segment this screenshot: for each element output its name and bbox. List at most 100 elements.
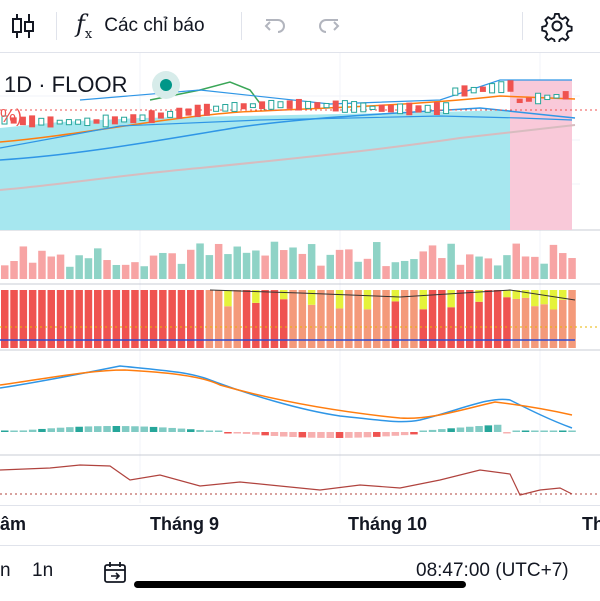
oscillator-bar [214, 290, 223, 348]
volume-bar [205, 255, 214, 279]
volume-bar [28, 262, 37, 279]
oscillator-bar-top [252, 290, 260, 303]
volume-bar [131, 262, 139, 279]
oscillator-bar [363, 309, 372, 348]
oscillator-bar [289, 290, 297, 348]
oscillator-bar [354, 290, 362, 348]
macd-histogram-bar [326, 432, 334, 438]
macd-histogram-bar [196, 429, 204, 432]
macd-histogram-bar [1, 430, 9, 432]
macd-histogram-bar [168, 427, 176, 432]
home-indicator [134, 581, 466, 588]
candle [185, 108, 192, 116]
macd-histogram-bar [121, 426, 130, 432]
candle [1, 115, 8, 125]
macd-histogram-bar [10, 430, 18, 432]
volume-bar [466, 254, 474, 279]
oscillator-bar-top [280, 290, 288, 300]
volume-bar [484, 258, 493, 279]
oscillator-bar [540, 304, 548, 348]
oscillator-bar-top [503, 290, 511, 298]
macd-histogram-bar [205, 430, 214, 432]
volume-bar [373, 242, 381, 279]
macd-histogram-bar [419, 430, 427, 432]
toolbar-divider [56, 12, 57, 40]
volume-bar [38, 250, 46, 279]
clock-timezone[interactable]: 08:47:00 (UTC+7) [416, 560, 569, 581]
candle [65, 119, 72, 126]
volume-bar [242, 252, 251, 279]
chart-type-button[interactable] [8, 0, 38, 52]
candle [424, 104, 431, 113]
candle [461, 85, 468, 97]
macd-histogram-bar [466, 426, 474, 432]
candle [56, 119, 63, 125]
candle [93, 119, 100, 124]
candle [29, 115, 36, 128]
oscillator-bar [140, 290, 148, 348]
candle [498, 81, 505, 94]
symbol-title[interactable]: 1D · FLOOR [4, 72, 128, 97]
macd-histogram-bar [149, 426, 158, 432]
candle [406, 102, 413, 116]
redo-icon [319, 19, 340, 33]
macd-histogram-bar [103, 426, 111, 432]
oscillator-bar-top [363, 290, 372, 310]
oscillator-bar [242, 290, 251, 348]
volume-bar [140, 266, 148, 279]
candle [314, 102, 321, 109]
oscillator-bar [373, 290, 381, 348]
volume-bar [84, 258, 93, 279]
date-range-button[interactable] [102, 560, 128, 591]
volume-bar [568, 258, 576, 279]
oscillator-bar [559, 299, 567, 348]
volume-bar [540, 263, 548, 279]
macd-histogram-bar [47, 428, 55, 432]
oscillator-bar [419, 309, 427, 348]
oscillator-bar-top [419, 290, 427, 310]
redo-button[interactable] [316, 0, 342, 52]
candle [19, 116, 26, 126]
settings-button[interactable] [541, 0, 573, 52]
macd-histogram-bar [391, 432, 400, 436]
macd-histogram-bar [447, 428, 455, 432]
candle [305, 100, 312, 109]
volume-bar [456, 264, 465, 279]
oscillator-bar [438, 290, 446, 348]
candle [544, 94, 551, 101]
volume-bars [1, 241, 576, 279]
interval-button[interactable]: 1n [32, 560, 54, 581]
interval-button[interactable]: n [0, 560, 11, 581]
candlesticks [1, 80, 569, 128]
undo-button[interactable] [262, 0, 288, 52]
oscillator-bar [512, 298, 520, 348]
indicators-button[interactable]: fx Các chỉ báo [76, 0, 205, 52]
volume-bar [298, 253, 307, 279]
macd-histogram-bar [307, 432, 316, 438]
undo-icon [264, 19, 285, 33]
candle [525, 97, 532, 102]
volume-bar [149, 255, 158, 279]
macd-histogram-bar [335, 432, 344, 438]
candle [231, 102, 238, 112]
ma-line-green [149, 81, 266, 111]
volume-bar [103, 260, 111, 279]
candle [84, 117, 91, 127]
candle [341, 100, 348, 113]
macd-histogram-bar [373, 432, 381, 437]
oscillator-bar-top [391, 290, 400, 302]
time-axis[interactable]: âm Tháng 9 Tháng 10 Th [0, 505, 600, 546]
oscillator-bar-top [512, 290, 520, 299]
chart-canvas[interactable] [0, 53, 600, 503]
candle [470, 86, 477, 94]
volume-bar [289, 247, 297, 279]
macd-histogram-bar [28, 429, 37, 432]
macd-histogram-bar [475, 426, 483, 432]
volume-bar [475, 256, 483, 279]
candle [176, 107, 183, 119]
oscillator-bar [168, 290, 176, 348]
volume-bar [19, 246, 28, 279]
rsi-line [0, 464, 573, 496]
macd-histogram-bar [531, 430, 539, 432]
macd-histogram-bar [252, 432, 260, 435]
